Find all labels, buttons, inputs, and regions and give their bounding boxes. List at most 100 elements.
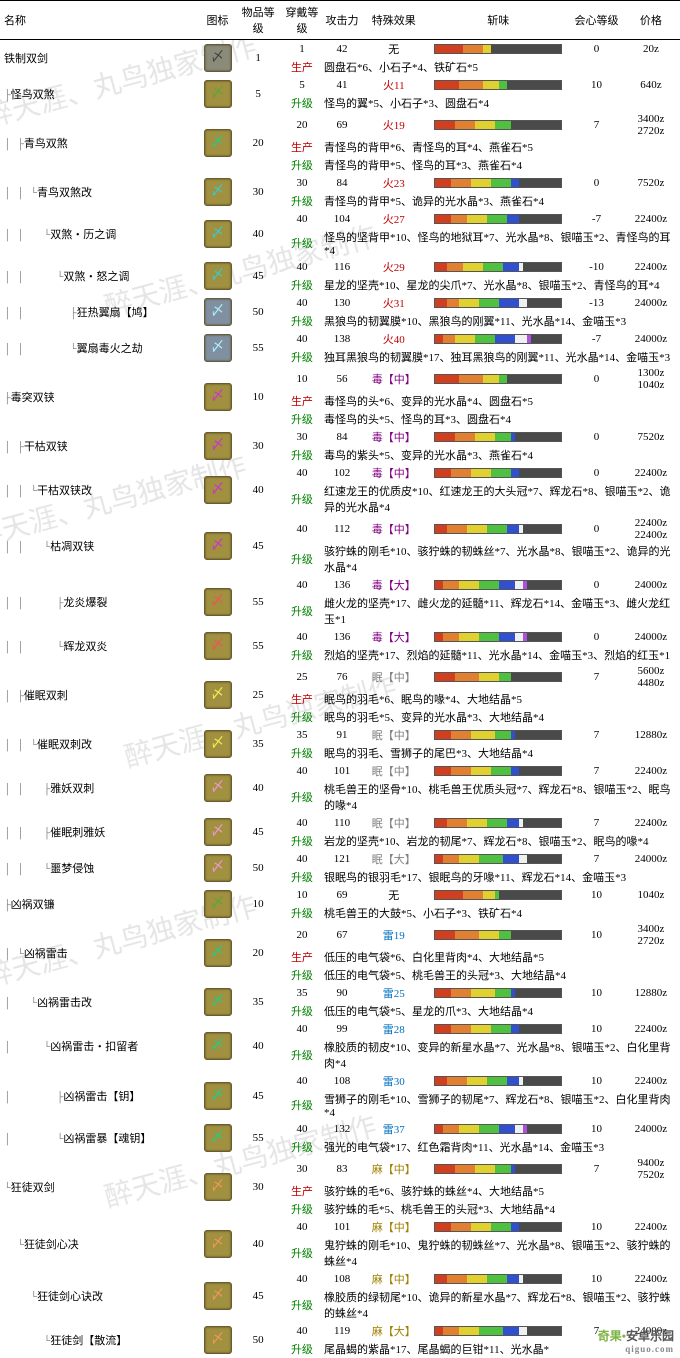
weapon-row: └狂徒双剑〆303083麻【中】79400z7520z (0, 1156, 680, 1182)
weapon-row: └狂徒剑【散流】〆5040119麻【大】724000z (0, 1322, 680, 1340)
wear-rank: 40 (282, 850, 322, 868)
effect-value: 毒【大】 (362, 576, 425, 594)
item-level: 30 (234, 428, 282, 464)
sharpness-bar (434, 890, 562, 900)
sharpness-cell (425, 576, 571, 594)
price-value: 1300z1040z (622, 366, 680, 392)
weapon-icon-cell: 〆 (201, 294, 235, 330)
header-row: 名称 图标 物品等级 穿戴等级 攻击力 特殊效果 斩味 会心等级 价格 (0, 1, 680, 40)
wear-rank: 40 (282, 628, 322, 646)
attack-value: 104 (322, 210, 362, 228)
material-list: 毒怪鸟的头*5、怪鸟的耳*3、圆盘石*4 (322, 410, 680, 428)
crit-value: -13 (571, 294, 622, 312)
weapon-name: 铁制双剑 (0, 40, 201, 77)
effect-value: 麻【中】 (362, 1270, 425, 1288)
price-value: 22400z22400z (622, 516, 680, 542)
crit-value: 0 (571, 40, 622, 59)
effect-value: 火27 (362, 210, 425, 228)
attack-value: 76 (322, 664, 362, 690)
dual-blades-icon: 〆 (204, 681, 232, 709)
weapon-icon-cell: 〆 (201, 1020, 235, 1072)
wear-rank: 40 (282, 1270, 322, 1288)
sharpness-bar (434, 524, 562, 534)
sharpness-bar (434, 730, 562, 740)
effect-value: 麻【中】 (362, 1218, 425, 1236)
sharpness-bar (434, 1076, 562, 1086)
weapon-name: │ │ └枯凋双铗 (0, 516, 201, 576)
weapon-name: │ ├青鸟双煞 (0, 112, 201, 174)
sharpness-bar (434, 766, 562, 776)
crit-value: 10 (571, 1120, 622, 1138)
weapon-icon-cell: 〆 (201, 40, 235, 77)
sharpness-bar (434, 44, 562, 54)
crit-value: 7 (571, 850, 622, 868)
weapon-name: │ ├催眠双刺 (0, 664, 201, 726)
weapon-row: │ │ └双煞・历之调〆4040104火27-722400z (0, 210, 680, 228)
weapon-name: │ └凶祸雷暴【魂钥】 (0, 1120, 201, 1156)
price-value: 22400z (622, 1020, 680, 1038)
attack-value: 116 (322, 258, 362, 276)
dual-blades-icon: 〆 (204, 1032, 232, 1060)
weapon-row: │ │ └青鸟双煞改〆303084火2307520z (0, 174, 680, 192)
item-level: 45 (234, 1072, 282, 1120)
wear-rank: 40 (282, 814, 322, 832)
weapon-name: └狂徒剑【散流】 (0, 1322, 201, 1358)
material-list: 岩龙的坚壳*10、岩龙的韧尾*7、辉龙石*8、银喵玉*2、眠鸟的喙*4 (322, 832, 680, 850)
item-level: 30 (234, 174, 282, 210)
weapon-icon-cell: 〆 (201, 366, 235, 428)
weapon-row: │ └凶祸雷击〆202067雷19103400z2720z (0, 922, 680, 948)
col-effect: 特殊效果 (362, 1, 425, 40)
crit-value: 10 (571, 76, 622, 94)
weapon-icon-cell: 〆 (201, 762, 235, 814)
crit-value: 0 (571, 464, 622, 482)
effect-value: 火40 (362, 330, 425, 348)
material-type: 升级 (282, 1340, 322, 1358)
dual-blades-icon: 〆 (204, 588, 232, 616)
weapon-icon-cell: 〆 (201, 984, 235, 1020)
wear-rank: 40 (282, 258, 322, 276)
weapon-name: │ │ └辉龙双炎 (0, 628, 201, 664)
dual-blades-icon: 〆 (204, 80, 232, 108)
weapon-icon-cell: 〆 (201, 330, 235, 366)
sharpness-cell (425, 1072, 571, 1090)
wear-rank: 40 (282, 762, 322, 780)
weapon-name: ├怪鸟双煞 (0, 76, 201, 112)
material-list: 鬼狞蛛的刚毛*10、鬼狞蛛的韧蛛丝*7、光水晶*8、银喵玉*2、骇狞蛛的蛛丝*4 (322, 1236, 680, 1270)
sharpness-cell (425, 814, 571, 832)
price-value: 22400z (622, 1218, 680, 1236)
crit-value: -7 (571, 210, 622, 228)
weapon-row: └狂徒剑心决〆4040101麻【中】1022400z (0, 1218, 680, 1236)
price-value: 640z (622, 76, 680, 94)
weapon-name: │ │ ├狂热翼扇【鸠】 (0, 294, 201, 330)
weapon-name: │ │ ├雅妖双刺 (0, 762, 201, 814)
wear-rank: 1 (282, 40, 322, 59)
weapon-icon-cell: 〆 (201, 428, 235, 464)
effect-value: 雷19 (362, 922, 425, 948)
dual-blades-icon: 〆 (204, 334, 232, 362)
material-list: 低压的电气袋*6、白化里背肉*4、大地结晶*5 (322, 948, 680, 966)
sharpness-bar (434, 432, 562, 442)
effect-value: 眠【大】 (362, 850, 425, 868)
weapon-row: │ │ ├雅妖双刺〆4040101眠【中】722400z (0, 762, 680, 780)
wear-rank: 40 (282, 464, 322, 482)
weapon-row: │ └凶祸雷击改〆353590雷251012880z (0, 984, 680, 1002)
weapon-icon-cell: 〆 (201, 1270, 235, 1322)
wear-rank: 25 (282, 664, 322, 690)
attack-value: 110 (322, 814, 362, 832)
material-list: 橡胶质的韧皮*10、变异的新星水晶*7、光水晶*8、银喵玉*2、白化里背肉*4 (322, 1038, 680, 1072)
crit-value: 10 (571, 1072, 622, 1090)
item-level: 30 (234, 1156, 282, 1218)
weapon-row: │ ├凶祸雷击【钥】〆4540108雷301022400z (0, 1072, 680, 1090)
dual-blades-icon: 〆 (204, 1173, 232, 1201)
wear-rank: 40 (282, 330, 322, 348)
sharpness-cell (425, 258, 571, 276)
item-level: 35 (234, 984, 282, 1020)
effect-value: 雷37 (362, 1120, 425, 1138)
weapon-row: │ ├催眠双刺〆252576眠【中】75600z4480z (0, 664, 680, 690)
dual-blades-icon: 〆 (204, 818, 232, 846)
crit-value: 0 (571, 576, 622, 594)
wear-rank: 35 (282, 984, 322, 1002)
item-level: 45 (234, 516, 282, 576)
dual-blades-icon: 〆 (204, 432, 232, 460)
effect-value: 火19 (362, 112, 425, 138)
